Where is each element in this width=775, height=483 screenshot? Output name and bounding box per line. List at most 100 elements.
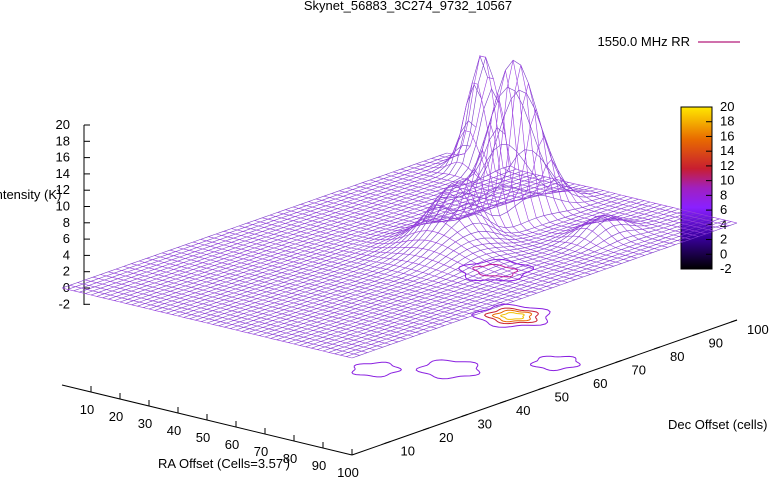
- surface-mesh-line: [253, 198, 639, 335]
- surface-mesh-line: [322, 215, 709, 352]
- surface-mesh-line: [230, 193, 616, 329]
- y-tick-label: 10: [401, 444, 415, 459]
- colorbar-tick-label: 16: [720, 128, 734, 143]
- colorbar-tick-label: 8: [720, 187, 727, 202]
- colorbar-tick-label: 6: [720, 202, 727, 217]
- surface-mesh-line: [328, 217, 714, 353]
- surface-mesh-line: [288, 207, 674, 343]
- z-tick-label: 4: [63, 247, 70, 262]
- y-tick-mark: [461, 414, 468, 417]
- surface-mesh-line: [317, 214, 703, 350]
- surface-mesh-line: [269, 214, 560, 286]
- z-tick-label: 0: [63, 280, 70, 295]
- surface-mesh-line: [369, 65, 661, 251]
- surface-mesh-line: [351, 222, 738, 359]
- y-tick-mark: [576, 373, 584, 377]
- z-axis-label: Intensity (K): [0, 187, 61, 202]
- x-tick-label: 80: [283, 451, 297, 466]
- z-tick-label: 10: [56, 199, 70, 214]
- z-tick-label: 8: [63, 215, 70, 230]
- y-tick-mark: [730, 319, 738, 323]
- colorbar-tick-label: 10: [720, 173, 734, 188]
- z-tick-label: 16: [56, 150, 70, 165]
- surface-mesh-line: [339, 121, 630, 262]
- surface-mesh-line: [300, 183, 591, 275]
- surface-mesh-line: [241, 196, 627, 332]
- x-tick-label: 60: [225, 437, 239, 452]
- colorbar-tick-label: 14: [720, 143, 734, 158]
- surface-mesh-line: [259, 200, 645, 336]
- y-tick-label: 70: [632, 363, 646, 378]
- y-tick-label: 50: [555, 390, 569, 405]
- surface-mesh-line: [354, 70, 645, 256]
- x-axis-label: RA Offset (Cells=3.57'): [158, 456, 290, 471]
- x-tick-label: 50: [196, 430, 210, 445]
- surface-mesh-line: [254, 220, 545, 291]
- base-contours: [351, 258, 581, 380]
- z-tick-label: 2: [63, 264, 70, 279]
- z-tick-label: -2: [58, 296, 70, 311]
- surface-mesh-line: [334, 218, 720, 355]
- y-tick-label: 40: [516, 403, 530, 418]
- colorbar-tick-label: -2: [720, 261, 732, 276]
- colorbar-tick-label: 0: [720, 246, 727, 261]
- y-tick-mark: [422, 427, 430, 431]
- y-tick-mark: [499, 400, 507, 404]
- z-tick-label: 6: [63, 231, 70, 246]
- colorbar-tick-label: 18: [720, 114, 734, 129]
- legend: 1550.0 MHz RR: [598, 34, 740, 49]
- y-tick-label: 60: [593, 376, 607, 391]
- x-tick-label: 100: [337, 465, 359, 480]
- surface-mesh-line: [439, 55, 730, 226]
- x-tick-label: 40: [167, 423, 181, 438]
- base-contour: [351, 361, 403, 378]
- surface-mesh-line: [247, 197, 633, 334]
- surface-mesh-line: [224, 149, 610, 328]
- y-tick-label: 100: [747, 322, 769, 337]
- surface-mesh-line: [218, 89, 604, 327]
- base-contour: [483, 307, 539, 325]
- surface-mesh-line: [416, 161, 707, 235]
- y-tick-label: 30: [478, 417, 492, 432]
- surface-mesh-line: [316, 177, 607, 270]
- x-tick-label: 20: [109, 409, 123, 424]
- surface-mesh-line: [400, 158, 691, 240]
- surface-mesh-line: [385, 108, 676, 245]
- y-tick-mark: [615, 360, 622, 363]
- base-contour: [415, 359, 481, 380]
- z-tick-label: 12: [56, 182, 70, 197]
- colorbar-tick-label: 20: [720, 99, 734, 114]
- surface-mesh-line: [346, 221, 732, 357]
- surface-mesh-line: [308, 180, 599, 272]
- colorbar-tick-label: 12: [720, 158, 734, 173]
- x-tick-label: 70: [254, 444, 268, 459]
- surface-mesh-line: [235, 194, 622, 331]
- surface-mesh-line: [393, 135, 684, 243]
- x-tick-label: 90: [312, 458, 326, 473]
- surface-mesh-line: [446, 77, 738, 224]
- surface-mesh-line: [262, 217, 553, 289]
- base-contour: [491, 309, 533, 323]
- surface-mesh-line: [346, 93, 637, 259]
- colorbar-tick-label: 2: [720, 232, 727, 247]
- surface-mesh-line: [285, 204, 576, 280]
- y-tick-label: 20: [439, 430, 453, 445]
- x-tick-label: 30: [138, 416, 152, 431]
- base-contour: [471, 303, 551, 328]
- y-tick-mark: [538, 387, 545, 390]
- y-tick-mark: [384, 441, 391, 444]
- surface-mesh-line: [305, 211, 691, 348]
- y-tick-label: 90: [709, 336, 723, 351]
- surface-mesh-line: [362, 60, 653, 253]
- y-tick-label: 80: [670, 349, 684, 364]
- surface-mesh-line: [377, 83, 668, 248]
- surface-mesh-line: [331, 149, 622, 264]
- z-tick-label: 20: [56, 117, 70, 132]
- base-contour: [472, 263, 519, 278]
- y-tick-mark: [692, 333, 699, 336]
- chart-title: Skynet_56883_3C274_9732_10567: [304, 0, 512, 13]
- surface-mesh: [61, 54, 738, 359]
